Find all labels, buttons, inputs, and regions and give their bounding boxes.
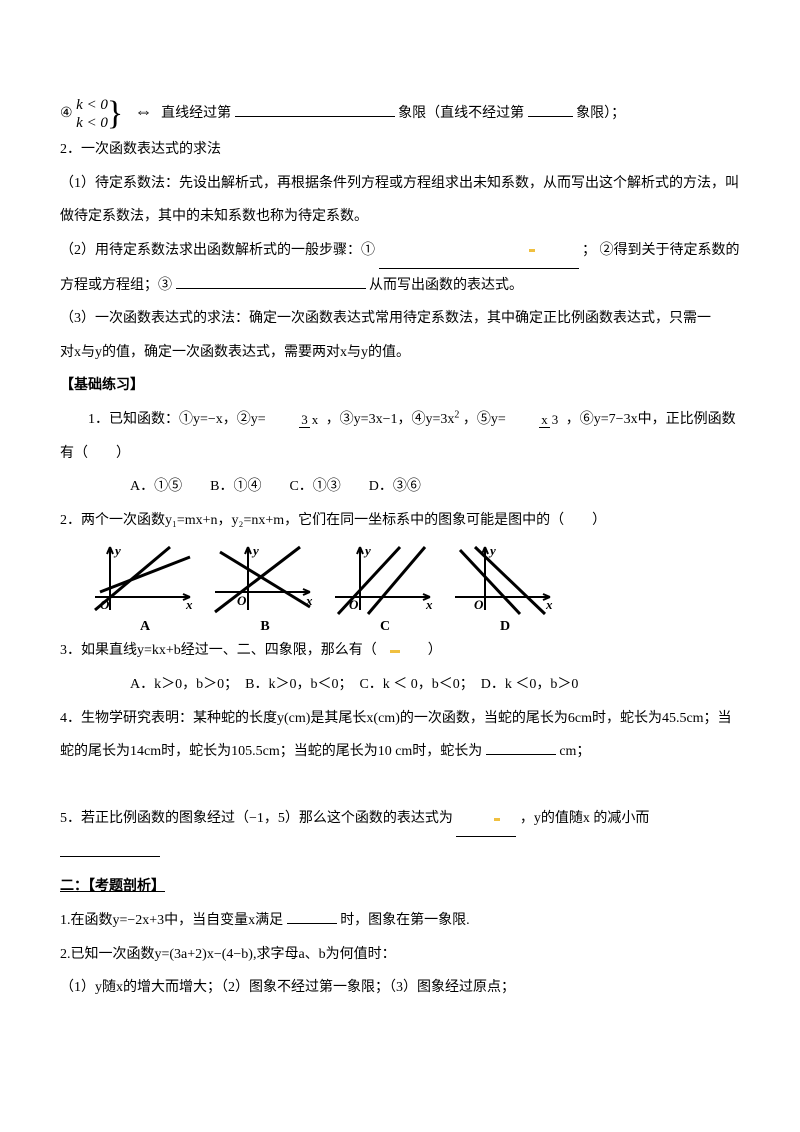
- question-3: 3．如果直线y=kx+b经过一、二、四象限，那么有（ ）: [60, 634, 740, 668]
- svg-text:y: y: [488, 543, 496, 558]
- svg-text:y: y: [251, 543, 259, 558]
- yellow-dot-icon: [494, 818, 500, 821]
- section-2-title: 2．一次函数表达式的求法: [60, 133, 740, 167]
- fraction: 3x: [271, 413, 320, 427]
- text: 直线经过第: [161, 106, 231, 121]
- svg-text:y: y: [113, 543, 121, 558]
- text: （2）用待定系数法求出函数解析式的一般步骤：①: [60, 243, 375, 258]
- text: 从而写出函数的表达式。: [369, 278, 523, 293]
- blank: [60, 842, 160, 857]
- question-4: 4．生物学研究表明：某种蛇的长度y(cm)是其尾长x(cm)的一次函数，当蛇的尾…: [60, 702, 740, 769]
- graph-b: y O x: [210, 542, 320, 622]
- text: （3）一次函数表达式的求法：确定一次函数表达式常用待定系数法，其中确定正比例函数…: [60, 311, 711, 326]
- question-5: 5．若正比例函数的图象经过（−1，5）那么这个函数的表达式为 ，y的值随x 的减…: [60, 802, 740, 870]
- cond-top: k < 0: [76, 97, 108, 113]
- brace-right-icon: }: [107, 97, 123, 131]
- graph-label-b: B: [260, 620, 269, 634]
- condition-block: k < 0 k < 0 }: [76, 96, 126, 132]
- svg-text:y: y: [363, 543, 371, 558]
- graph-label-c: C: [380, 620, 390, 634]
- blank: [486, 740, 556, 755]
- blank: [176, 274, 366, 289]
- item-marker: ④: [60, 106, 73, 121]
- graph-row: y O x A y O x B: [90, 542, 740, 634]
- blank: [235, 102, 395, 117]
- question-2: 2．两个一次函数y₁=mx+n，y₂=nx+m，它们在同一坐标系中的图象可能是图…: [60, 504, 740, 538]
- fraction: x3: [511, 413, 560, 427]
- q1-options: A．①⑤ B．①④ C．①③ D．③⑥: [60, 470, 740, 504]
- iff-icon: ⇔: [135, 101, 153, 121]
- svg-text:x: x: [425, 597, 433, 612]
- text: 象限（直线不经过第: [398, 106, 524, 121]
- yellow-dot-icon: [529, 249, 535, 252]
- graph-label-a: A: [140, 620, 150, 634]
- exam-title: 二：【考题剖析】: [60, 870, 740, 904]
- cond-bot: k < 0: [76, 115, 108, 131]
- svg-text:x: x: [545, 597, 553, 612]
- graph-a: y O x: [90, 542, 200, 622]
- blank: [528, 102, 573, 117]
- text: 象限）；: [576, 106, 625, 121]
- graph-label-d: D: [500, 620, 510, 634]
- basic-title: 【基础练习】: [60, 369, 740, 403]
- s2-p1: （1）待定系数法：先设出解析式，再根据条件列方程或方程组求出未知系数，从而写出这…: [60, 167, 740, 234]
- graph-c: y O x: [330, 542, 440, 622]
- q3-options: A．k＞0，b＞0； B．k＞0，b＜0； C．k ＜ 0，b＜0； D．k ＜…: [60, 668, 740, 702]
- text: 对x与y的值，确定一次函数表达式，需要两对x与y的值。: [60, 336, 740, 370]
- svg-text:x: x: [185, 597, 193, 612]
- exam-2-sub: （1）y随x的增大而增大；（2）图象不经过第一象限；（3）图象经过原点；: [60, 971, 740, 1005]
- exam-1: 1.在函数y=−2x+3中，当自变量x满足 时，图象在第一象限.: [60, 904, 740, 938]
- svg-text:O: O: [474, 597, 484, 612]
- blank: [456, 802, 516, 837]
- yellow-dot-icon: [390, 650, 400, 653]
- blank: [379, 234, 579, 269]
- question-1: 1．已知函数：①y=−x，②y= 3x ，③y=3x−1，④y=3x2 ，⑤y=…: [60, 403, 740, 470]
- exam-2: 2.已知一次函数y=(3a+2)x−(4−b),求字母a、b为何值时：: [60, 938, 740, 972]
- graph-d: y O x: [450, 542, 560, 622]
- blank: [287, 909, 337, 924]
